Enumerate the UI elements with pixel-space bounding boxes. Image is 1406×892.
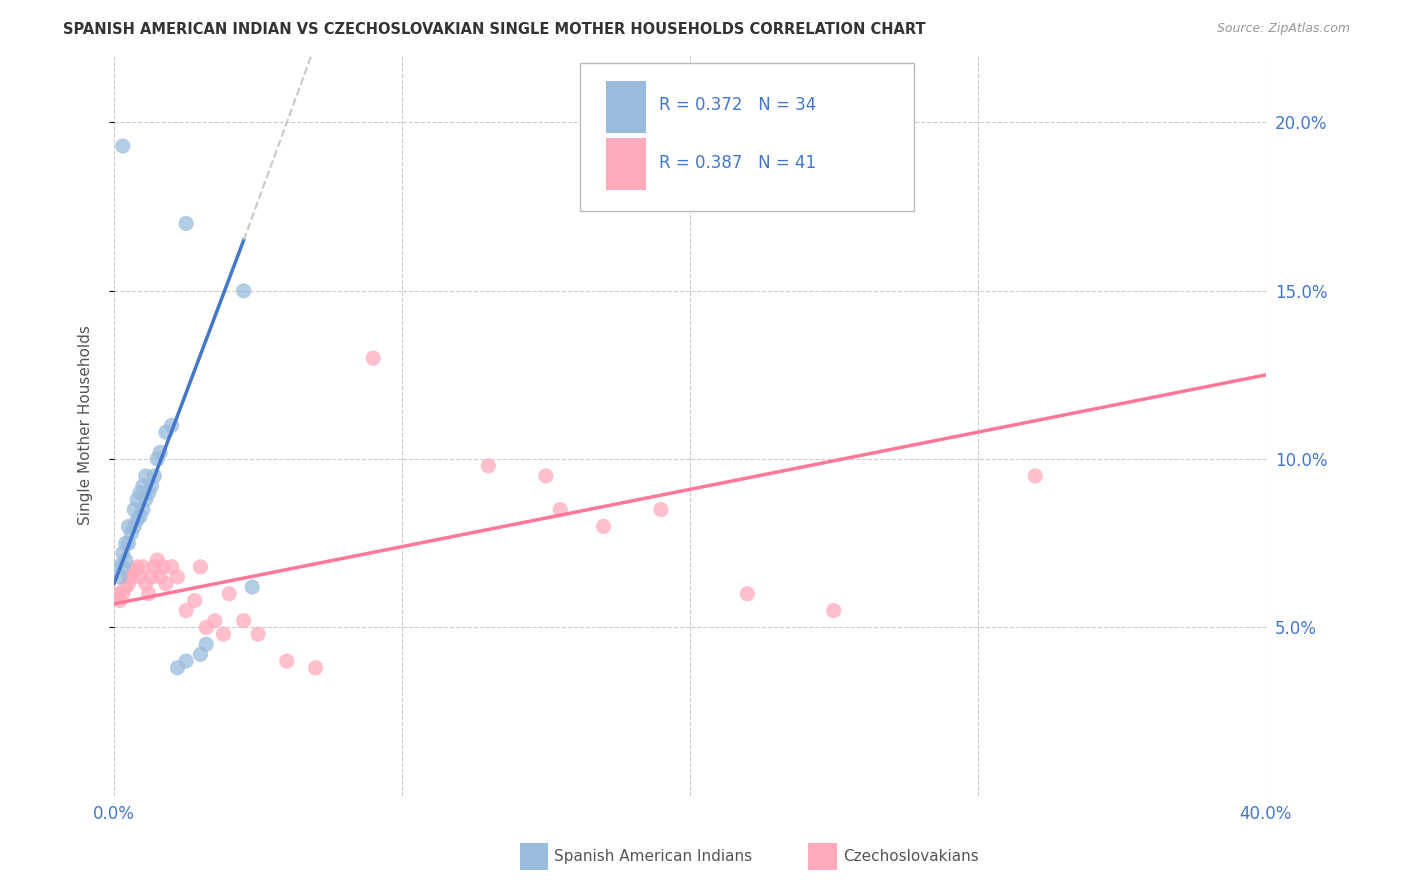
Point bbox=[149, 445, 172, 459]
Point bbox=[117, 536, 139, 550]
Point bbox=[105, 587, 128, 601]
Point bbox=[232, 614, 254, 628]
Point bbox=[117, 519, 139, 533]
Point bbox=[190, 559, 212, 574]
Point bbox=[183, 593, 205, 607]
Point bbox=[108, 570, 131, 584]
Text: Czechoslovakians: Czechoslovakians bbox=[844, 849, 980, 863]
Y-axis label: Single Mother Households: Single Mother Households bbox=[79, 326, 93, 525]
Point bbox=[477, 458, 499, 473]
Point bbox=[592, 519, 614, 533]
Bar bbox=[606, 81, 645, 133]
Point bbox=[129, 485, 152, 500]
Point bbox=[1024, 469, 1046, 483]
Point bbox=[240, 580, 263, 594]
Point bbox=[823, 604, 845, 618]
Point bbox=[204, 614, 226, 628]
Point bbox=[108, 593, 131, 607]
Point bbox=[114, 553, 136, 567]
Point bbox=[120, 570, 142, 584]
Point bbox=[122, 502, 145, 516]
Point bbox=[111, 546, 134, 560]
Point bbox=[122, 519, 145, 533]
Point bbox=[129, 509, 152, 524]
Point bbox=[111, 139, 134, 153]
Point bbox=[141, 570, 163, 584]
Point bbox=[135, 492, 157, 507]
Point bbox=[166, 570, 188, 584]
Point bbox=[149, 570, 172, 584]
Point bbox=[127, 559, 149, 574]
Point bbox=[247, 627, 270, 641]
Point bbox=[146, 452, 169, 467]
Point bbox=[232, 284, 254, 298]
Point bbox=[304, 661, 326, 675]
Point bbox=[127, 513, 149, 527]
Point bbox=[132, 502, 155, 516]
Point bbox=[548, 502, 571, 516]
Point bbox=[534, 469, 557, 483]
Point bbox=[195, 620, 218, 634]
Point bbox=[122, 563, 145, 577]
Bar bbox=[606, 138, 645, 190]
Point bbox=[143, 469, 166, 483]
Point bbox=[195, 637, 218, 651]
Point bbox=[174, 654, 197, 668]
FancyBboxPatch shape bbox=[581, 62, 914, 211]
Point bbox=[132, 479, 155, 493]
Point bbox=[160, 559, 183, 574]
Point bbox=[120, 526, 142, 541]
Point bbox=[218, 587, 240, 601]
Point bbox=[105, 559, 128, 574]
Point bbox=[155, 425, 177, 440]
Text: SPANISH AMERICAN INDIAN VS CZECHOSLOVAKIAN SINGLE MOTHER HOUSEHOLDS CORRELATION : SPANISH AMERICAN INDIAN VS CZECHOSLOVAKI… bbox=[63, 22, 927, 37]
Text: Spanish American Indians: Spanish American Indians bbox=[554, 849, 752, 863]
Point bbox=[155, 576, 177, 591]
Text: R = 0.372   N = 34: R = 0.372 N = 34 bbox=[659, 95, 815, 114]
Text: R = 0.387   N = 41: R = 0.387 N = 41 bbox=[659, 153, 815, 171]
Point bbox=[737, 587, 759, 601]
Point bbox=[212, 627, 235, 641]
Point bbox=[138, 485, 160, 500]
Point bbox=[146, 553, 169, 567]
Text: Source: ZipAtlas.com: Source: ZipAtlas.com bbox=[1216, 22, 1350, 36]
Point bbox=[160, 418, 183, 433]
Point bbox=[127, 492, 149, 507]
Point bbox=[132, 559, 155, 574]
Point bbox=[174, 217, 197, 231]
Point bbox=[117, 570, 139, 584]
Point bbox=[114, 580, 136, 594]
Point bbox=[152, 559, 174, 574]
Point bbox=[166, 661, 188, 675]
Point bbox=[650, 502, 672, 516]
Point bbox=[114, 536, 136, 550]
Point bbox=[135, 576, 157, 591]
Point bbox=[141, 479, 163, 493]
Point bbox=[361, 351, 384, 365]
Point bbox=[276, 654, 298, 668]
Point bbox=[138, 587, 160, 601]
Point bbox=[129, 570, 152, 584]
Point bbox=[111, 587, 134, 601]
Point bbox=[190, 648, 212, 662]
Point bbox=[117, 576, 139, 591]
Point bbox=[174, 604, 197, 618]
Point bbox=[143, 559, 166, 574]
Point bbox=[111, 559, 134, 574]
Point bbox=[135, 469, 157, 483]
